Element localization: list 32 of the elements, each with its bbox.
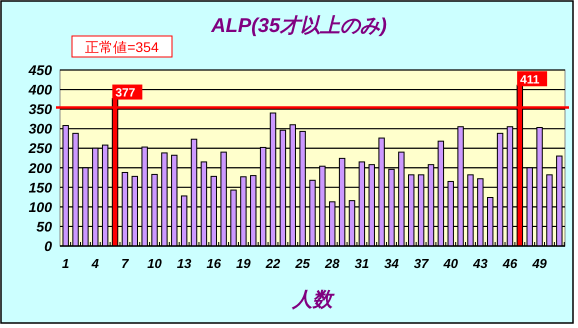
- x-tick-label: 28: [324, 256, 340, 271]
- x-tick-label: 34: [384, 256, 400, 271]
- y-tick-label: 350: [28, 101, 52, 118]
- x-tick-label: 43: [472, 256, 488, 271]
- x-tick-label: 37: [414, 256, 430, 271]
- x-tick-label: 4: [90, 256, 100, 271]
- x-tick-label: 40: [442, 256, 459, 271]
- x-tick-label: 31: [354, 256, 370, 271]
- x-tick-label: 25: [294, 256, 311, 271]
- x-axis-title: 人数: [292, 289, 336, 311]
- x-tick-label: 46: [502, 256, 518, 271]
- y-tick-label: 100: [28, 198, 52, 215]
- y-tick-label: 50: [36, 218, 52, 234]
- x-tick-label: 13: [176, 256, 192, 271]
- y-tick-label: 200: [28, 160, 52, 176]
- chart-title: ALP(35才以上のみ): [210, 15, 388, 37]
- x-tick-label: 7: [121, 256, 130, 271]
- x-tick-label: 10: [147, 256, 163, 271]
- x-tick-label: 1: [62, 256, 70, 271]
- data-label: 411: [520, 72, 540, 86]
- data-label: 377: [115, 86, 136, 100]
- y-tick-label: 150: [28, 179, 52, 196]
- x-tick-label: 22: [264, 256, 282, 271]
- x-tick-label: 19: [236, 256, 252, 271]
- y-tick-label: 250: [28, 140, 52, 156]
- y-tick-label: 300: [28, 120, 52, 137]
- y-tick-label: 0: [44, 238, 52, 254]
- x-tick-label: 16: [206, 256, 222, 271]
- y-tick-label: 400: [28, 82, 52, 98]
- x-tick-label: 49: [531, 256, 548, 271]
- y-tick-label: 450: [28, 62, 52, 78]
- text: 正常値=354: [85, 39, 159, 55]
